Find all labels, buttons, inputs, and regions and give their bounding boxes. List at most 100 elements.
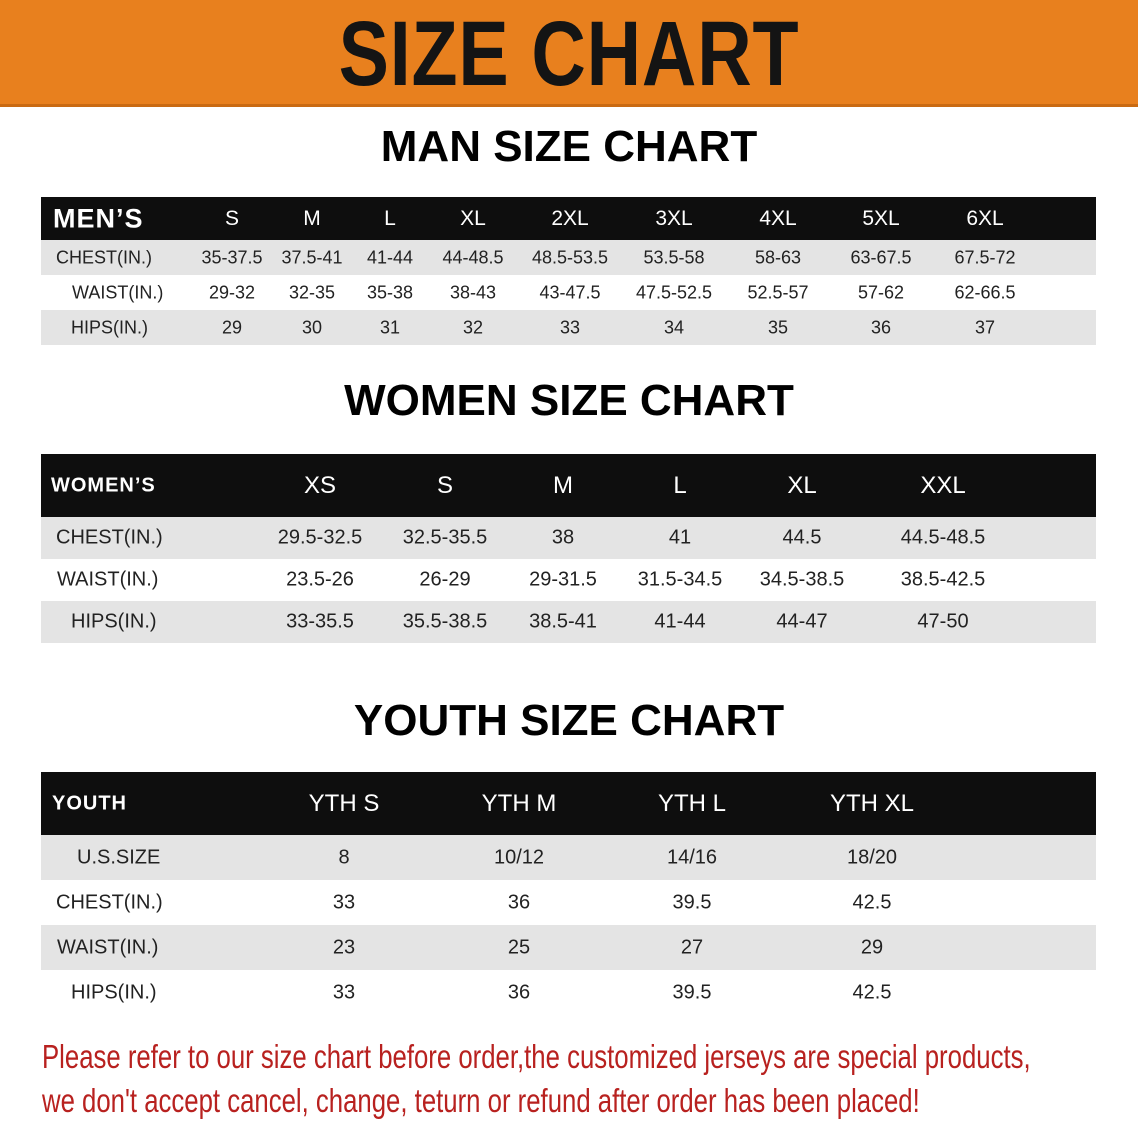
size-header: M <box>553 471 573 499</box>
size-header: YTH L <box>657 789 727 817</box>
table-cell: 44-48.5 <box>442 247 504 267</box>
size-header: 2XL <box>551 206 589 230</box>
table-row: CHEST(IN.) 35-37.5 37.5-41 41-44 44-48.5 48.5… <box>41 240 1096 275</box>
table-cell: 36 <box>507 891 531 913</box>
banner-title: SIZE CHART <box>338 3 800 105</box>
men-header-row: MEN’S S M L XL 2XL 3XL 4XL 5XL 6XL <box>41 197 1096 240</box>
table-cell: 23.5-26 <box>286 568 354 591</box>
size-header: S <box>436 471 454 499</box>
size-header: XXL <box>920 471 966 499</box>
table-cell: 14/16 <box>666 846 718 868</box>
notice-line-2: we don't accept cancel, change, teturn o… <box>42 1082 920 1119</box>
table-row: WAIST(IN.) 23.5-26 26-29 29-31.5 31.5-34.5 34… <box>41 559 1096 601</box>
youth-header-row: YOUTH YTH S YTH M YTH L YTH XL <box>41 772 1096 835</box>
table-cell: 32-35 <box>288 282 336 302</box>
table-cell: 33-35.5 <box>286 610 354 633</box>
table-cell: 41-44 <box>366 247 414 267</box>
table-cell: 39.5 <box>672 981 712 1003</box>
table-cell: 26-29 <box>419 568 471 591</box>
table-cell: 18/20 <box>846 846 898 868</box>
table-cell: 29-31.5 <box>529 568 597 591</box>
table-cell: 10/12 <box>493 846 545 868</box>
row-label: WAIST(IN.) <box>57 936 159 958</box>
table-cell: 43-47.5 <box>539 282 601 302</box>
size-header: YTH XL <box>829 789 915 817</box>
table-cell: 47-50 <box>917 610 969 633</box>
row-label: CHEST(IN.) <box>56 891 163 913</box>
table-cell: 48.5-53.5 <box>531 247 609 267</box>
table-cell: 32.5-35.5 <box>402 526 488 549</box>
table-row: HIPS(IN.) 29 30 31 32 33 34 35 36 37 <box>41 310 1096 345</box>
table-cell: 42.5 <box>852 891 892 913</box>
size-header: YTH S <box>308 789 380 817</box>
row-label: HIPS(IN.) <box>71 317 149 337</box>
table-cell: 38-43 <box>449 282 497 302</box>
table-cell: 29 <box>221 317 243 337</box>
table-cell: 34.5-38.5 <box>759 568 845 591</box>
table-cell: 67.5-72 <box>954 247 1016 267</box>
women-section-title: WOMEN SIZE CHART <box>344 376 794 425</box>
size-header: 3XL <box>655 206 693 230</box>
table-cell: 38.5-42.5 <box>900 568 986 591</box>
table-cell: 29 <box>860 936 884 958</box>
table-cell: 25 <box>507 936 531 958</box>
table-row: WAIST(IN.) 23 25 27 29 <box>41 925 1096 970</box>
table-row: HIPS(IN.) 33-35.5 35.5-38.5 38.5-41 41-44 44-… <box>41 601 1096 643</box>
table-cell: 8 <box>338 846 350 868</box>
table-cell: 35.5-38.5 <box>402 610 488 633</box>
table-row: CHEST(IN.) 33 36 39.5 42.5 <box>41 880 1096 925</box>
women-header-label: WOMEN’S <box>51 474 156 496</box>
size-header: 4XL <box>759 206 797 230</box>
table-cell: 58-63 <box>754 247 802 267</box>
table-cell: 34 <box>663 317 685 337</box>
table-cell: 41 <box>668 526 692 549</box>
row-label: CHEST(IN.) <box>56 526 163 549</box>
table-cell: 38.5-41 <box>529 610 597 633</box>
size-header: 5XL <box>862 206 900 230</box>
row-label: U.S.SIZE <box>77 846 161 868</box>
table-cell: 38 <box>551 526 575 549</box>
table-cell: 62-66.5 <box>954 282 1016 302</box>
size-header: L <box>384 206 396 230</box>
men-section-title: MAN SIZE CHART <box>380 122 758 171</box>
table-cell: 32 <box>462 317 484 337</box>
table-row: WAIST(IN.) 29-32 32-35 35-38 38-43 43-47.5 47.… <box>41 275 1096 310</box>
table-cell: 33 <box>332 891 356 913</box>
table-cell: 63-67.5 <box>850 247 912 267</box>
table-cell: 36 <box>507 981 531 1003</box>
table-cell: 23 <box>332 936 356 958</box>
table-cell: 29.5-32.5 <box>277 526 363 549</box>
row-label: WAIST(IN.) <box>72 282 164 302</box>
table-cell: 35-37.5 <box>201 247 263 267</box>
table-cell: 33 <box>559 317 581 337</box>
youth-section-title: YOUTH SIZE CHART <box>353 696 785 745</box>
size-header: XL <box>787 471 817 499</box>
table-cell: 41-44 <box>654 610 706 633</box>
size-header: 6XL <box>966 206 1004 230</box>
row-label: HIPS(IN.) <box>71 610 157 633</box>
table-cell: 31 <box>379 317 401 337</box>
row-label: HIPS(IN.) <box>71 981 157 1003</box>
table-cell: 52.5-57 <box>747 282 809 302</box>
banner: SIZE CHART <box>0 0 1138 107</box>
table-cell: 53.5-58 <box>643 247 705 267</box>
table-cell: 35-38 <box>366 282 414 302</box>
men-header-label: MEN’S <box>53 203 144 233</box>
size-header: L <box>673 471 687 499</box>
table-cell: 31.5-34.5 <box>637 568 723 591</box>
table-cell: 44-47 <box>776 610 828 633</box>
table-cell: 44.5-48.5 <box>900 526 986 549</box>
row-label: WAIST(IN.) <box>57 568 159 591</box>
table-cell: 33 <box>332 981 356 1003</box>
table-cell: 27 <box>680 936 704 958</box>
women-size-table: WOMEN’S XS S M L XL XXL CHEST(IN.) 29.5-32.5 32.5… <box>41 454 1096 643</box>
notice-line-1: Please refer to our size chart before or… <box>42 1038 1031 1075</box>
table-cell: 44.5 <box>782 526 822 549</box>
table-row: CHEST(IN.) 29.5-32.5 32.5-35.5 38 41 44.5 44.5… <box>41 517 1096 559</box>
table-cell: 36 <box>870 317 892 337</box>
table-row: HIPS(IN.) 33 36 39.5 42.5 <box>41 970 1096 1015</box>
size-header: S <box>224 206 240 230</box>
youth-header-label: YOUTH <box>52 792 127 814</box>
size-header: YTH M <box>481 789 557 817</box>
table-cell: 30 <box>301 317 323 337</box>
